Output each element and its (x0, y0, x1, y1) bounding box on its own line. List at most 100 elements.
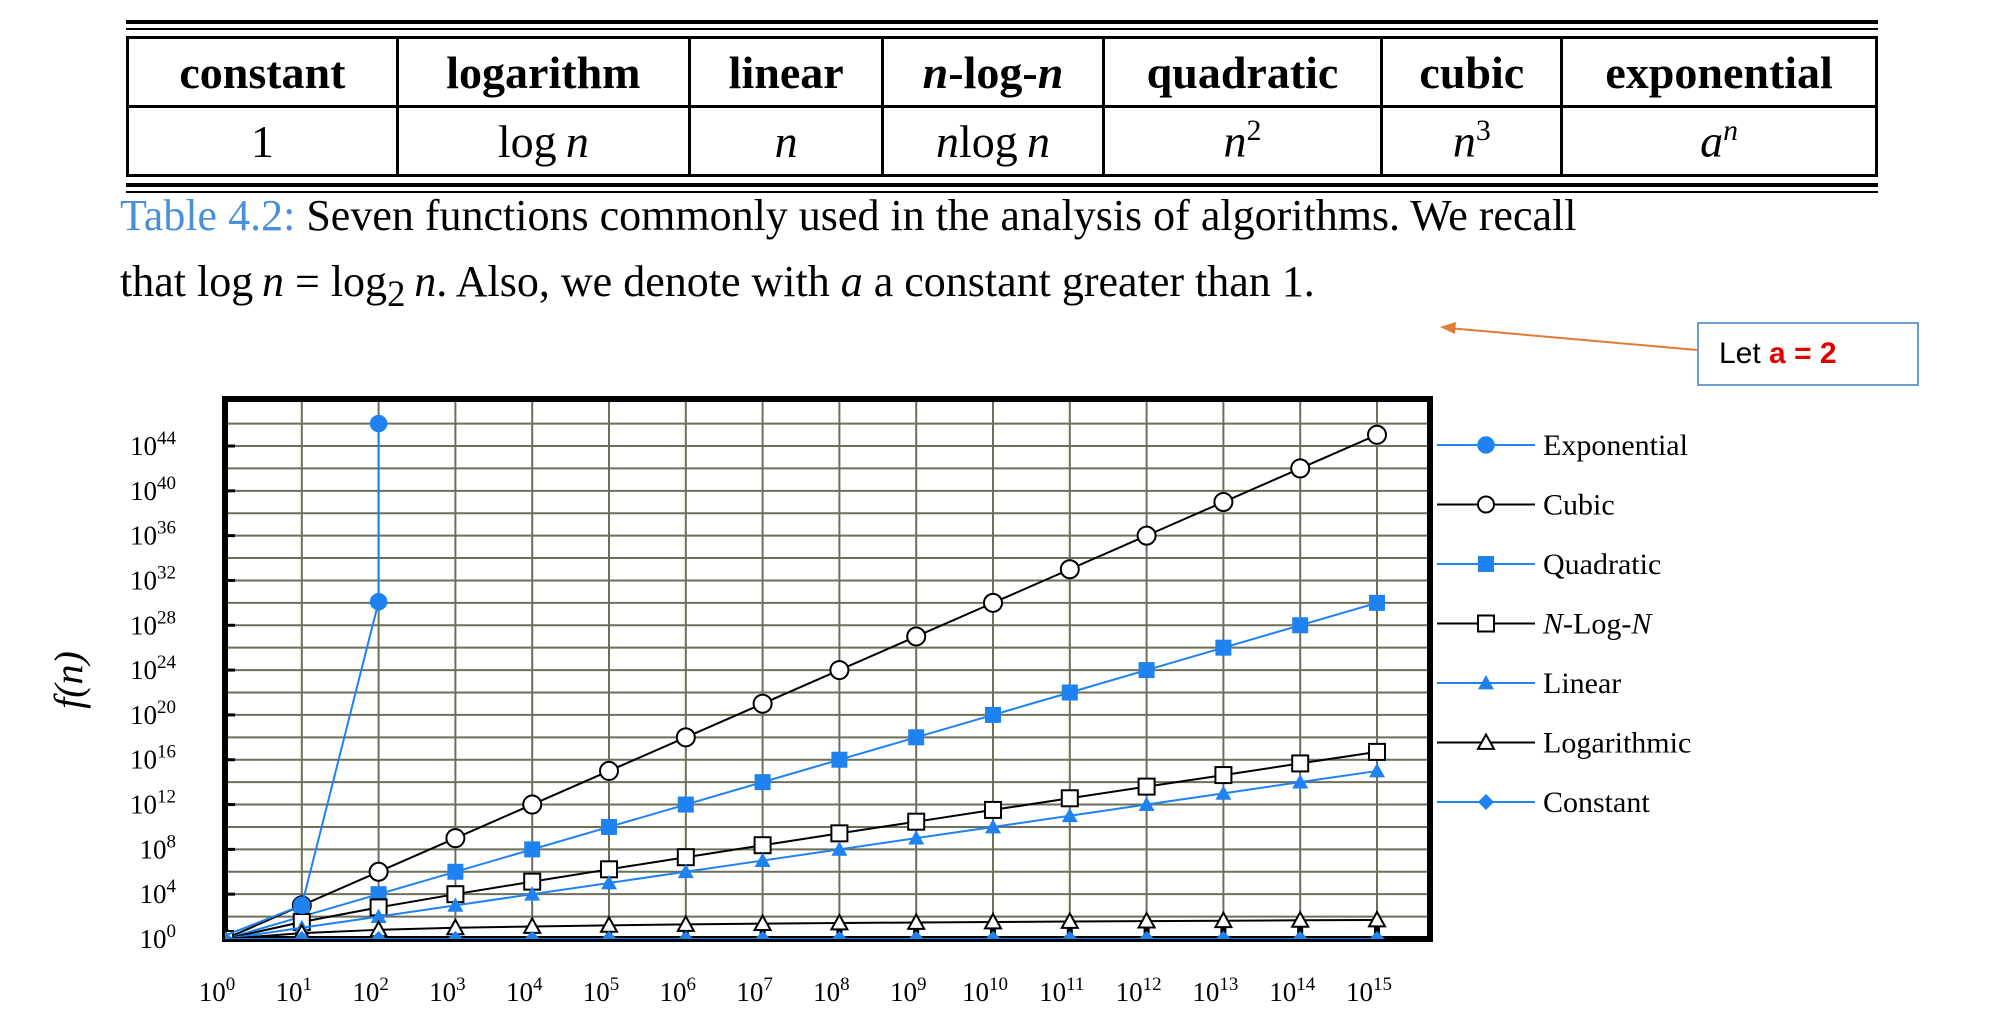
data-point-logarithmic (983, 911, 1003, 930)
data-point-linear (447, 897, 464, 912)
data-point-cubic (983, 592, 1003, 613)
data-point-constant (908, 931, 925, 939)
functions-table: constant logarithm linear n-log-n quadra… (126, 36, 1878, 177)
series-line-cubic (225, 433, 1378, 939)
legend-item-quadratic: Quadratic (1437, 548, 1661, 581)
y-tick-label: 104 (140, 876, 177, 909)
data-point-n-log-n (600, 860, 618, 879)
data-point-linear (524, 886, 541, 901)
data-point-quadratic (831, 751, 848, 768)
data-point-n-log-n (676, 848, 695, 867)
header-cubic: cubic (1380, 36, 1564, 108)
y-tick-label: 1028 (130, 607, 176, 640)
note-callout: Let a = 2 (1697, 322, 1919, 386)
data-point-linear (677, 863, 694, 879)
series-line-logarithmic (225, 918, 1378, 939)
x-tick-label: 109 (890, 974, 927, 1007)
data-point-logarithmic (1367, 909, 1387, 928)
note-arrow-head (1440, 322, 1456, 334)
data-point-quadratic (1478, 556, 1494, 572)
data-point-logarithmic (1290, 910, 1310, 928)
data-point-quadratic (908, 729, 925, 746)
data-point-constant (1215, 931, 1232, 939)
legend-label: Constant (1543, 786, 1650, 819)
x-tick-label: 1015 (1346, 974, 1392, 1007)
data-point-linear (1292, 774, 1309, 789)
data-point-cubic (522, 794, 543, 815)
data-point-linear (1061, 807, 1078, 823)
value-constant: 1 (126, 105, 399, 177)
data-point-linear (754, 852, 771, 867)
plot-background (225, 399, 1430, 939)
series-line-n-log-n (225, 750, 1378, 939)
legend-label: Exponential (1543, 429, 1688, 462)
x-tick-label: 108 (813, 974, 850, 1007)
y-tick-label: 1044 (130, 428, 177, 461)
y-tick-label: 1012 (130, 787, 176, 820)
legend-label: Quadratic (1543, 548, 1661, 581)
y-tick-label: 1016 (130, 742, 176, 775)
data-point-constant (524, 931, 541, 939)
data-point-linear (1138, 796, 1155, 811)
note-arrow (1447, 327, 1698, 351)
y-tick-label: 1040 (130, 473, 176, 506)
x-tick-label: 103 (429, 974, 466, 1007)
x-tick-label: 1012 (1116, 974, 1162, 1007)
legend-label: Cubic (1543, 489, 1615, 522)
data-point-quadratic (1369, 594, 1385, 611)
data-point-quadratic (1215, 639, 1232, 656)
series-logarithmic (225, 909, 1387, 939)
data-point-n-log-n (1214, 766, 1233, 785)
legend-label: Logarithmic (1543, 727, 1691, 760)
x-tick-label: 101 (276, 974, 313, 1007)
table-top-rule-inner (126, 28, 1878, 30)
caption-line-1: Table 4.2: Seven functions commonly used… (120, 191, 1577, 240)
data-point-cubic (1136, 525, 1157, 546)
functions-table-block: constant logarithm linear n-log-n quadra… (126, 20, 1878, 193)
data-point-logarithmic (676, 914, 696, 932)
table-bottom-rule (126, 183, 1878, 187)
x-tick-label: 107 (736, 974, 773, 1007)
data-point-constant (1478, 794, 1494, 810)
data-point-quadratic (1061, 684, 1078, 701)
y-tick-label: 1020 (130, 697, 176, 730)
series-line-linear (225, 769, 1378, 939)
data-point-linear (831, 841, 848, 856)
data-point-quadratic (1138, 662, 1155, 679)
data-point-logarithmic (1213, 910, 1234, 929)
data-point-constant (754, 931, 771, 939)
data-point-constant (985, 931, 1001, 939)
data-point-cubic (1290, 458, 1311, 479)
table-header-row: constant logarithm linear n-log-n quadra… (126, 36, 1878, 108)
y-tick-label: 1032 (130, 562, 176, 595)
y-tick-label: 1024 (130, 652, 177, 685)
series-linear (225, 762, 1385, 939)
x-tick-label: 105 (583, 974, 620, 1007)
data-point-cubic (1213, 492, 1234, 513)
value-quadratic: n2 (1101, 105, 1384, 177)
data-point-exponential (1477, 436, 1495, 454)
data-point-constant (1061, 931, 1078, 939)
data-point-n-log-n (753, 836, 772, 855)
header-linear: linear (687, 36, 885, 108)
data-point-n-log-n (1060, 789, 1079, 808)
data-point-quadratic (754, 774, 771, 791)
legend-item-n-log-n: N-Log-N (1437, 608, 1653, 641)
data-point-logarithmic (752, 913, 773, 932)
data-point-cubic (829, 660, 850, 681)
data-point-n-log-n (1368, 742, 1386, 761)
data-point-linear (601, 874, 617, 890)
legend-item-linear: Linear (1437, 667, 1621, 700)
header-constant: constant (126, 36, 399, 108)
data-point-linear (985, 818, 1001, 834)
x-tick-label: 1013 (1192, 974, 1238, 1007)
data-point-constant (293, 931, 310, 939)
y-tick-label: 108 (140, 831, 177, 864)
data-point-quadratic (985, 706, 1001, 723)
header-n-log-n: n-log-n (881, 36, 1105, 108)
legend-item-cubic: Cubic (1437, 489, 1615, 522)
data-point-cubic (445, 828, 466, 849)
legend-label: Linear (1543, 667, 1621, 700)
value-cubic: n3 (1380, 105, 1564, 177)
data-point-linear (370, 908, 387, 923)
